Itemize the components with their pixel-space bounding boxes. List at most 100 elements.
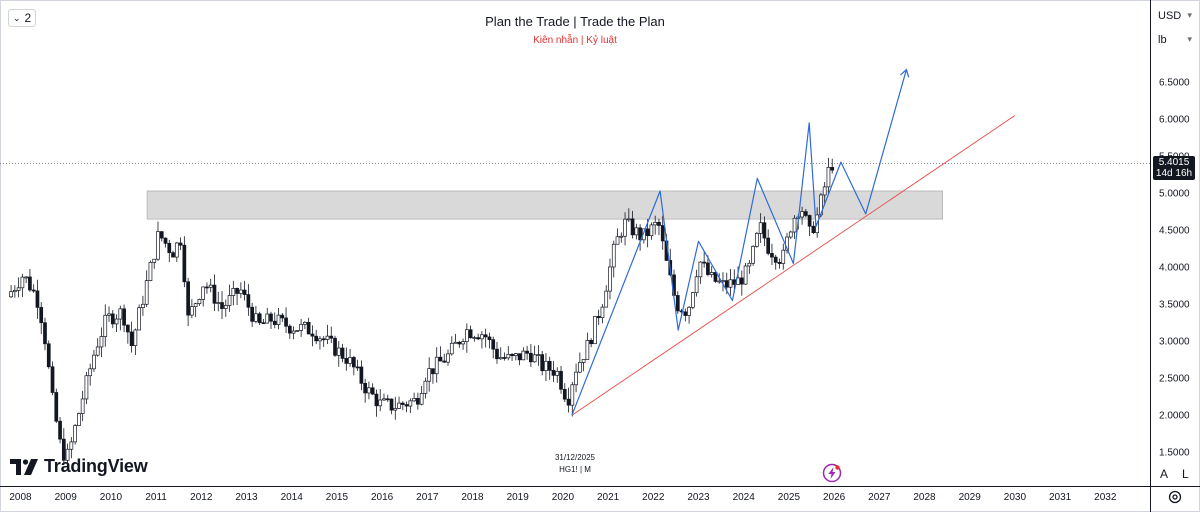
candle[interactable] xyxy=(163,237,168,248)
layout-toggle-button[interactable]: ⌄ 2 xyxy=(8,9,37,27)
candle[interactable] xyxy=(235,287,239,305)
candle[interactable] xyxy=(434,347,439,383)
candle[interactable] xyxy=(465,323,469,353)
candle[interactable] xyxy=(438,346,443,362)
candle[interactable] xyxy=(352,355,356,376)
candle[interactable] xyxy=(758,213,763,243)
candle[interactable] xyxy=(457,340,462,348)
candle[interactable] xyxy=(344,347,349,371)
candle[interactable] xyxy=(84,371,89,405)
candle[interactable] xyxy=(43,317,47,351)
resistance-zone[interactable] xyxy=(146,190,943,220)
candle[interactable] xyxy=(431,368,435,384)
candle[interactable] xyxy=(73,424,77,445)
candle[interactable] xyxy=(141,295,145,316)
candle[interactable] xyxy=(480,331,484,349)
candle[interactable] xyxy=(630,210,635,239)
candle[interactable] xyxy=(416,392,420,410)
candle[interactable] xyxy=(694,269,699,297)
candle[interactable] xyxy=(367,381,371,400)
candle[interactable] xyxy=(178,237,183,251)
candle[interactable] xyxy=(517,353,522,366)
candle[interactable] xyxy=(551,360,556,383)
candle[interactable] xyxy=(186,277,190,327)
candle[interactable] xyxy=(574,363,578,393)
candle[interactable] xyxy=(348,349,352,367)
candle[interactable] xyxy=(788,230,793,240)
candle[interactable] xyxy=(223,299,228,317)
candle[interactable] xyxy=(24,276,28,284)
candle[interactable] xyxy=(122,304,126,333)
candle[interactable] xyxy=(532,345,537,363)
candle[interactable] xyxy=(626,208,631,222)
support-trendline[interactable] xyxy=(571,115,1016,416)
candle[interactable] xyxy=(792,215,797,240)
candle[interactable] xyxy=(363,378,367,403)
candle[interactable] xyxy=(773,254,778,270)
candle[interactable] xyxy=(205,282,209,294)
candle[interactable] xyxy=(423,377,428,399)
candle[interactable] xyxy=(261,318,266,325)
candle[interactable] xyxy=(608,258,612,300)
candle[interactable] xyxy=(649,222,654,240)
candle[interactable] xyxy=(46,340,51,369)
candle[interactable] xyxy=(525,345,529,360)
gear-icon[interactable] xyxy=(1167,489,1183,505)
lightning-icon[interactable] xyxy=(822,463,842,483)
candle[interactable] xyxy=(118,305,123,331)
candle[interactable] xyxy=(589,338,594,348)
candle[interactable] xyxy=(803,209,808,218)
candle[interactable] xyxy=(830,158,835,174)
candle[interactable] xyxy=(619,232,624,243)
candle[interactable] xyxy=(698,261,703,284)
candle[interactable] xyxy=(747,259,752,274)
candle[interactable] xyxy=(762,216,767,247)
candle[interactable] xyxy=(13,285,17,298)
candle[interactable] xyxy=(559,366,563,394)
candle[interactable] xyxy=(743,262,748,285)
candle[interactable] xyxy=(310,325,315,347)
candle[interactable] xyxy=(634,223,639,240)
candle[interactable] xyxy=(156,221,160,261)
candle[interactable] xyxy=(295,330,300,332)
candle[interactable] xyxy=(385,394,390,402)
candle[interactable] xyxy=(171,250,175,258)
candle[interactable] xyxy=(152,258,157,269)
candle[interactable] xyxy=(822,181,827,205)
candle[interactable] xyxy=(408,398,413,414)
candle[interactable] xyxy=(442,353,447,363)
candle[interactable] xyxy=(88,363,93,386)
candle[interactable] xyxy=(239,282,243,299)
candle[interactable] xyxy=(577,352,582,374)
candle[interactable] xyxy=(318,336,322,350)
candle[interactable] xyxy=(133,328,138,356)
candle[interactable] xyxy=(69,437,74,459)
candle[interactable] xyxy=(220,291,224,320)
candle[interactable] xyxy=(596,309,601,325)
candle[interactable] xyxy=(389,398,394,415)
candle[interactable] xyxy=(713,271,718,283)
candle[interactable] xyxy=(50,361,55,396)
candle[interactable] xyxy=(476,333,480,341)
log-scale-button[interactable]: L xyxy=(1182,467,1189,481)
candle[interactable] xyxy=(250,302,254,327)
candle[interactable] xyxy=(483,328,488,348)
candle[interactable] xyxy=(826,157,831,196)
candle[interactable] xyxy=(148,260,153,282)
candle[interactable] xyxy=(506,346,511,361)
candle[interactable] xyxy=(65,443,70,464)
candle[interactable] xyxy=(555,367,560,383)
candle[interactable] xyxy=(269,311,273,330)
candle[interactable] xyxy=(781,243,786,270)
candle[interactable] xyxy=(623,212,627,246)
candle[interactable] xyxy=(536,345,541,366)
candle[interactable] xyxy=(129,321,134,353)
candle[interactable] xyxy=(807,214,812,236)
candle[interactable] xyxy=(114,314,119,333)
candle[interactable] xyxy=(299,318,303,337)
candle[interactable] xyxy=(521,347,526,361)
candle[interactable] xyxy=(314,329,319,345)
candle[interactable] xyxy=(144,270,149,307)
candle[interactable] xyxy=(359,360,364,391)
candle[interactable] xyxy=(208,278,213,293)
